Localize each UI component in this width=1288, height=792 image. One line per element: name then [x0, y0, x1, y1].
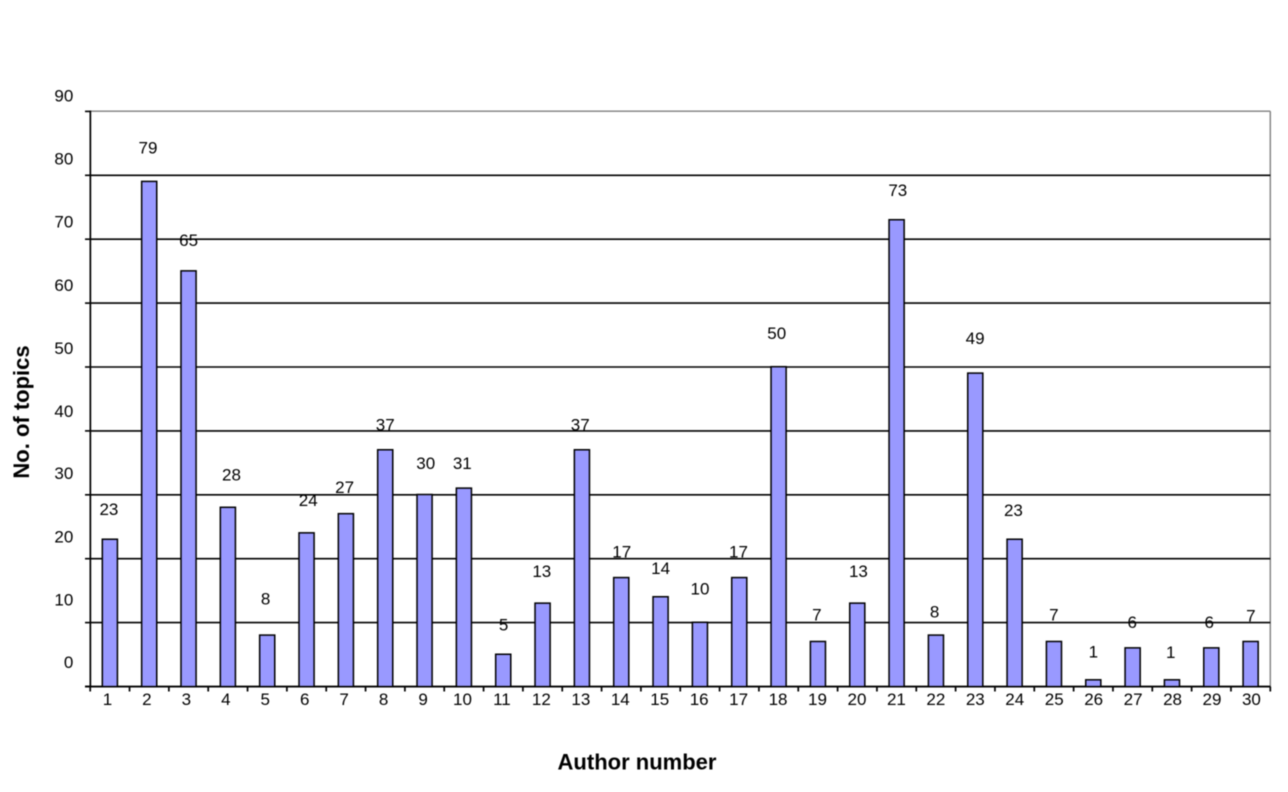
svg-text:49: 49: [966, 329, 985, 348]
svg-text:7: 7: [339, 690, 348, 709]
svg-text:6: 6: [1204, 613, 1213, 632]
svg-text:4: 4: [221, 690, 230, 709]
svg-text:7: 7: [1049, 606, 1058, 625]
svg-text:29: 29: [1203, 690, 1222, 709]
svg-text:60: 60: [54, 276, 73, 295]
svg-text:24: 24: [299, 491, 318, 510]
svg-text:7: 7: [812, 605, 821, 624]
svg-text:14: 14: [651, 559, 670, 578]
svg-text:28: 28: [222, 466, 241, 485]
svg-text:37: 37: [571, 416, 590, 435]
svg-text:14: 14: [611, 690, 630, 709]
svg-text:1: 1: [1089, 642, 1098, 661]
svg-text:Author number: Author number: [558, 750, 717, 775]
svg-text:28: 28: [1163, 690, 1182, 709]
svg-text:19: 19: [808, 690, 827, 709]
svg-text:80: 80: [54, 150, 73, 169]
svg-text:3: 3: [182, 690, 191, 709]
svg-text:79: 79: [139, 139, 158, 158]
svg-text:50: 50: [54, 339, 73, 358]
svg-text:65: 65: [179, 231, 198, 250]
svg-text:20: 20: [848, 690, 867, 709]
svg-text:10: 10: [691, 580, 710, 599]
svg-text:23: 23: [966, 690, 985, 709]
svg-text:8: 8: [379, 690, 388, 709]
svg-text:18: 18: [769, 690, 788, 709]
svg-text:No. of topics: No. of topics: [9, 345, 34, 478]
svg-text:31: 31: [453, 454, 472, 473]
svg-text:10: 10: [54, 590, 73, 609]
svg-text:15: 15: [650, 690, 669, 709]
svg-text:1: 1: [103, 690, 112, 709]
svg-text:17: 17: [729, 690, 748, 709]
svg-text:17: 17: [729, 543, 748, 562]
svg-text:10: 10: [453, 690, 472, 709]
svg-text:70: 70: [54, 213, 73, 232]
svg-text:22: 22: [926, 690, 945, 709]
svg-text:6: 6: [1127, 613, 1136, 632]
svg-text:16: 16: [690, 690, 709, 709]
svg-text:23: 23: [99, 500, 118, 519]
svg-text:7: 7: [1246, 606, 1255, 625]
svg-text:21: 21: [887, 690, 906, 709]
svg-text:12: 12: [532, 690, 551, 709]
svg-text:30: 30: [416, 454, 435, 473]
svg-text:37: 37: [376, 416, 395, 435]
svg-text:13: 13: [532, 562, 551, 581]
svg-text:5: 5: [261, 690, 270, 709]
svg-text:11: 11: [493, 690, 511, 709]
svg-text:8: 8: [261, 590, 270, 609]
svg-text:30: 30: [54, 464, 73, 483]
svg-text:50: 50: [767, 324, 786, 343]
svg-text:30: 30: [1242, 690, 1261, 709]
svg-text:20: 20: [54, 527, 73, 546]
svg-text:40: 40: [54, 402, 73, 421]
svg-text:8: 8: [930, 602, 939, 621]
svg-text:0: 0: [64, 653, 73, 672]
svg-text:27: 27: [1124, 690, 1143, 709]
svg-text:13: 13: [849, 562, 868, 581]
svg-text:13: 13: [571, 690, 590, 709]
svg-text:9: 9: [418, 690, 427, 709]
svg-text:2: 2: [142, 690, 151, 709]
svg-text:6: 6: [300, 690, 309, 709]
svg-text:27: 27: [335, 478, 354, 497]
svg-text:25: 25: [1045, 690, 1064, 709]
svg-text:24: 24: [1005, 690, 1024, 709]
svg-text:90: 90: [54, 87, 73, 106]
svg-text:26: 26: [1084, 690, 1103, 709]
svg-text:1: 1: [1166, 643, 1175, 662]
svg-text:17: 17: [612, 543, 631, 562]
svg-text:5: 5: [499, 615, 508, 634]
svg-text:23: 23: [1004, 501, 1023, 520]
svg-text:73: 73: [888, 181, 907, 200]
